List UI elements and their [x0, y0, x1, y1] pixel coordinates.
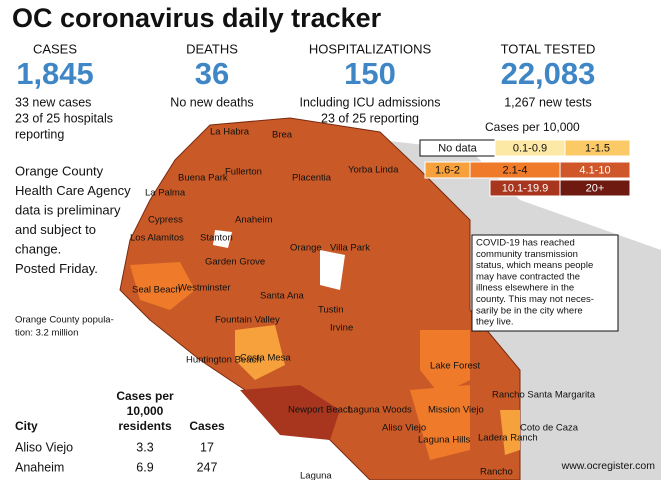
stat-label: HOSPITALIZATIONS: [309, 41, 432, 56]
side-note: change.: [15, 241, 61, 256]
side-note: Posted Friday.: [15, 261, 98, 276]
map-label: Laguna Woods: [348, 405, 412, 416]
stat-note: 23 of 25 hospitals: [15, 111, 113, 125]
callout-text: status, which means people: [476, 260, 593, 271]
stat-value: 22,083: [501, 56, 596, 91]
credit: www.ocregister.com: [561, 460, 656, 472]
legend-label: 1.6-2: [435, 164, 460, 176]
callout-text: illness elsewhere in the: [476, 283, 574, 294]
callout-text: may have contracted the: [476, 271, 580, 282]
table-header: residents: [118, 419, 172, 433]
legend-label: 0.1-0.9: [513, 142, 547, 154]
map-label: Newport Beach: [288, 405, 353, 416]
region-nodata: [213, 230, 232, 248]
map-label: La Habra: [210, 127, 250, 138]
region: [410, 385, 470, 460]
map-label: Placentia: [292, 173, 332, 184]
legend-label: 20+: [586, 182, 605, 194]
region: [130, 262, 195, 310]
table-header: City: [15, 419, 38, 433]
region: [500, 410, 520, 455]
callout-text: community transmission: [476, 249, 578, 260]
stat-note: Including ICU admissions: [299, 95, 440, 109]
stat-note: 33 new cases: [15, 95, 91, 109]
map-label: Laguna Hills: [418, 435, 471, 446]
legend-swatch: [564, 139, 631, 157]
map-label: Lake Forest: [430, 361, 481, 372]
table-cell: 3.3: [136, 440, 153, 454]
title: OC coronavirus daily tracker: [12, 3, 382, 33]
map-label: Fullerton: [225, 167, 262, 178]
map-label: Rancho Santa Margarita: [492, 390, 596, 401]
map-label: Stanton: [200, 233, 233, 244]
legend-label: 4.1-10: [579, 164, 610, 176]
callout-text: sarily be in the city where: [476, 305, 583, 316]
table-cell: Aliso Viejo: [15, 440, 73, 454]
map-label: Ladera Ranch: [478, 433, 538, 444]
stat-note: reporting: [15, 127, 64, 141]
legend-swatch: [559, 161, 631, 179]
stat-label: DEATHS: [186, 41, 238, 56]
map-label: Cypress: [148, 215, 183, 226]
region: [420, 330, 470, 395]
map-label: Coto de Caza: [520, 423, 579, 434]
table-cell: 6.9: [136, 460, 153, 474]
legend-label: 2.1-4: [502, 164, 527, 176]
table-cell: 247: [197, 460, 218, 474]
map-label: Los Alamitos: [130, 233, 184, 244]
map-label: Garden Grove: [205, 257, 265, 268]
legend-label: 1-1.5: [585, 142, 610, 154]
stat-note: No new deaths: [170, 95, 253, 109]
callout-text: county. This may not neces-: [476, 294, 594, 305]
side-note: Health Care Agency: [15, 183, 131, 198]
stat-note: 1,267 new tests: [504, 95, 592, 109]
legend-label: No data: [438, 142, 477, 154]
map-label: Huntington Beach: [186, 355, 262, 366]
legend-title: Cases per 10,000: [485, 120, 580, 134]
population-note: Orange County popula-: [15, 315, 114, 326]
region-nodata: [320, 250, 345, 290]
map-label: Laguna: [300, 471, 332, 480]
map-label: Villa Park: [330, 243, 370, 254]
map-label: Buena Park: [178, 173, 228, 184]
region: [240, 385, 340, 440]
map-label: Yorba Linda: [348, 165, 399, 176]
legend-label: 10.1-19.9: [502, 182, 548, 194]
side-note: Orange County: [15, 163, 104, 178]
map-label: Westminster: [178, 283, 231, 294]
callout-text: COVID-19 has reached: [476, 238, 575, 249]
map-label: Tustin: [318, 305, 344, 316]
table-cell: Anaheim: [15, 460, 64, 474]
map-label: Aliso Viejo: [382, 423, 426, 434]
callout-box: [471, 234, 619, 332]
table-header: Cases per: [116, 389, 174, 403]
population-note: tion: 3.2 million: [15, 328, 78, 339]
stat-label: CASES: [33, 41, 77, 56]
stat-note: 23 of 25 reporting: [321, 111, 419, 125]
stat-value: 36: [195, 56, 229, 91]
map-label: Orange: [290, 243, 322, 254]
map-label: Mission Viejo: [428, 405, 484, 416]
map-label: La Palma: [145, 188, 186, 199]
map-label: Seal Beach: [132, 285, 181, 296]
region: [235, 325, 285, 380]
legend-swatch: [559, 179, 631, 197]
side-note: and subject to: [15, 222, 96, 237]
map-label: Santa Ana: [260, 291, 305, 302]
map-label: Fountain Valley: [215, 315, 280, 326]
table-header: Cases: [189, 419, 225, 433]
map-label: Brea: [272, 130, 293, 141]
table-header: 10,000: [127, 404, 164, 418]
stat-value: 1,845: [16, 56, 94, 91]
map-label: Rancho: [480, 467, 513, 478]
table-cell: 17: [200, 440, 214, 454]
callout-text: they live.: [476, 317, 514, 328]
stat-label: TOTAL TESTED: [501, 41, 596, 56]
side-note: data is preliminary: [15, 202, 121, 217]
stat-value: 150: [344, 56, 396, 91]
map-label: Irvine: [330, 323, 353, 334]
map-label: Anaheim: [235, 215, 273, 226]
map-label: Costa Mesa: [240, 353, 291, 364]
